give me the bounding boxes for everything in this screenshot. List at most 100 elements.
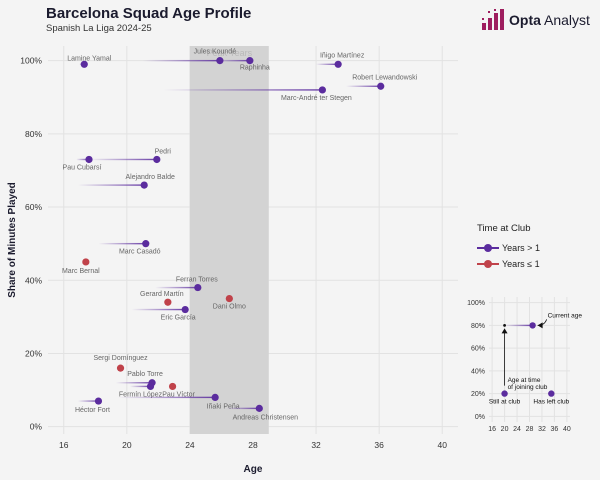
legend-item-long: Years > 1: [477, 240, 540, 256]
inset-tenure-line: [504, 324, 533, 327]
tenure-line-andreas-christensen: [226, 407, 260, 410]
point-raphinha: [246, 57, 254, 65]
tenure-line-pablo-torre: [115, 382, 153, 384]
label-pau-cubarsi: Pau Cubarsí: [63, 164, 102, 171]
brand-name: Opta Analyst: [509, 12, 590, 28]
label-eric-garcia: Eric García: [161, 315, 196, 322]
x-tick-label: 32: [311, 440, 321, 450]
x-tick-label: 28: [248, 440, 258, 450]
y-tick-label: 60%: [25, 202, 42, 212]
legend: Time at Club Years > 1 Years ≤ 1: [477, 223, 540, 272]
label-alejandro-balde: Alejandro Balde: [125, 174, 175, 181]
y-tick-label: 20%: [25, 348, 42, 358]
legend-item-short: Years ≤ 1: [477, 256, 540, 272]
point-marc-casado: [142, 240, 150, 248]
inset-annotation-current-age: Current age: [548, 312, 583, 319]
tenure-line-jules-kounde: [142, 59, 220, 62]
point-lamine-yamal: [80, 60, 88, 68]
brand-logo: Opta Analyst: [481, 7, 590, 33]
label-jules-kounde: Jules Koundé: [194, 49, 237, 56]
y-axis-label: Share of Minutes Played: [7, 182, 18, 298]
label-sergi-dominguez: Sergi Domínguez: [93, 355, 148, 362]
inset-point-2: [501, 390, 508, 397]
tenure-line-ferran-torres: [155, 286, 198, 289]
point-alejandro-balde: [140, 181, 148, 189]
label-dani-olmo: Dani Olmo: [213, 304, 246, 311]
point-eric-garcia: [181, 305, 189, 314]
tenure-line-marc-casado: [98, 242, 146, 245]
label-hector-fort: Héctor Fort: [75, 407, 110, 414]
current-age-arrowhead: [537, 322, 543, 329]
label-andreas-christensen: Andreas Christensen: [233, 414, 298, 421]
tenure-line-raphinha: [212, 59, 250, 62]
inset-y-tick-label: 0%: [475, 414, 485, 421]
label-inigo-martinez: Iñigo Martínez: [320, 52, 365, 59]
inset-explainer-chart: 16 20 24 28 32 36 40 0% 20% 40% 60% 80% 100% Current …: [467, 297, 582, 433]
point-ferran-torres: [194, 283, 202, 292]
inset-x-tick-label: 36: [551, 426, 559, 433]
point-inaki-pena: [211, 393, 219, 401]
inset-x-tick-label: 16: [488, 426, 496, 433]
point-dani-olmo: [225, 294, 233, 303]
legend-label-short: Years ≤ 1: [502, 259, 540, 269]
inset-y-tick-label: 60%: [471, 346, 485, 353]
tenure-line-hector-fort: [77, 400, 99, 402]
label-raphinha: Raphinha: [240, 65, 270, 72]
inset-joined-marker: [503, 324, 506, 327]
data-marks: Lamine Yamal Jules Koundé Raphinha Iñigo Ma…: [62, 49, 418, 422]
inset-y-tick-label: 80%: [471, 323, 485, 330]
point-sergi-dominguez: [116, 364, 125, 372]
tenure-line-marc-andre-ter-stegen: [163, 89, 323, 91]
legend-label-long: Years > 1: [502, 243, 540, 253]
inset-y-tick-label: 20%: [471, 391, 485, 398]
page-subtitle: Spanish La Liga 2024-25: [46, 23, 152, 34]
y-tick-label: 100%: [20, 56, 42, 66]
inset-x-tick-label: 24: [513, 426, 521, 433]
legend-short-icon: [477, 259, 499, 269]
label-marc-casado: Marc Casadó: [119, 249, 161, 256]
x-tick-label: 36: [374, 440, 384, 450]
point-marc-andre-ter-stegen: [318, 86, 326, 94]
label-ferran-torres: Ferran Torres: [176, 277, 218, 284]
inset-point-3: [548, 390, 555, 397]
tenure-line-inigo-martinez: [316, 63, 339, 66]
x-tick-label: 24: [185, 440, 195, 450]
y-tick-label: 40%: [25, 275, 42, 285]
label-marc-andre-ter-stegen: Marc-André ter Stegen: [281, 95, 352, 102]
y-tick-label: 0%: [30, 422, 43, 432]
page-title: Barcelona Squad Age Profile: [46, 5, 252, 22]
point-marc-bernal: [82, 258, 90, 266]
y-tick-label: 80%: [25, 129, 42, 139]
x-tick-label: 40: [437, 440, 447, 450]
point-hector-fort: [94, 397, 103, 405]
peak-years-band: [189, 46, 269, 434]
x-axis-label: Age: [244, 464, 263, 475]
x-tick-label: 20: [122, 440, 132, 450]
point-pedri: [153, 155, 161, 164]
x-tick-label: 16: [59, 440, 69, 450]
point-fermin-lopez: [146, 382, 155, 391]
label-pedri: Pedri: [155, 148, 172, 155]
joined-age-arrowhead: [501, 328, 508, 334]
label-pablo-torre: Pablo Torre: [127, 371, 163, 378]
label-gerard-martin: Gerard Martín: [140, 291, 184, 298]
point-robert-lewandowski: [377, 82, 385, 90]
legend-title: Time at Club: [477, 223, 531, 234]
opta-bars-icon: [482, 9, 504, 30]
tenure-line-alejandro-balde: [77, 184, 145, 186]
inset-annotation-joined-age: Age at time of joining club: [508, 377, 548, 391]
legend-long-icon: [477, 243, 499, 253]
label-pau-victor: Pau Víctor: [162, 391, 195, 398]
inset-point-1: [529, 322, 536, 329]
tenure-line-inaki-pena: [117, 396, 216, 399]
label-robert-lewandowski: Robert Lewandowski: [352, 74, 417, 81]
label-marc-bernal: Marc Bernal: [62, 268, 100, 275]
label-lamine-yamal: Lamine Yamal: [67, 55, 112, 62]
inset-y-tick-label: 100%: [467, 300, 485, 307]
peak-years-label: Peak Years: [207, 48, 253, 58]
tenure-line-pedri: [89, 158, 157, 161]
label-inaki-pena: Iñaki Peña: [207, 403, 240, 410]
point-pau-victor: [168, 382, 177, 391]
label-fermin-lopez: Fermín López: [119, 391, 163, 398]
